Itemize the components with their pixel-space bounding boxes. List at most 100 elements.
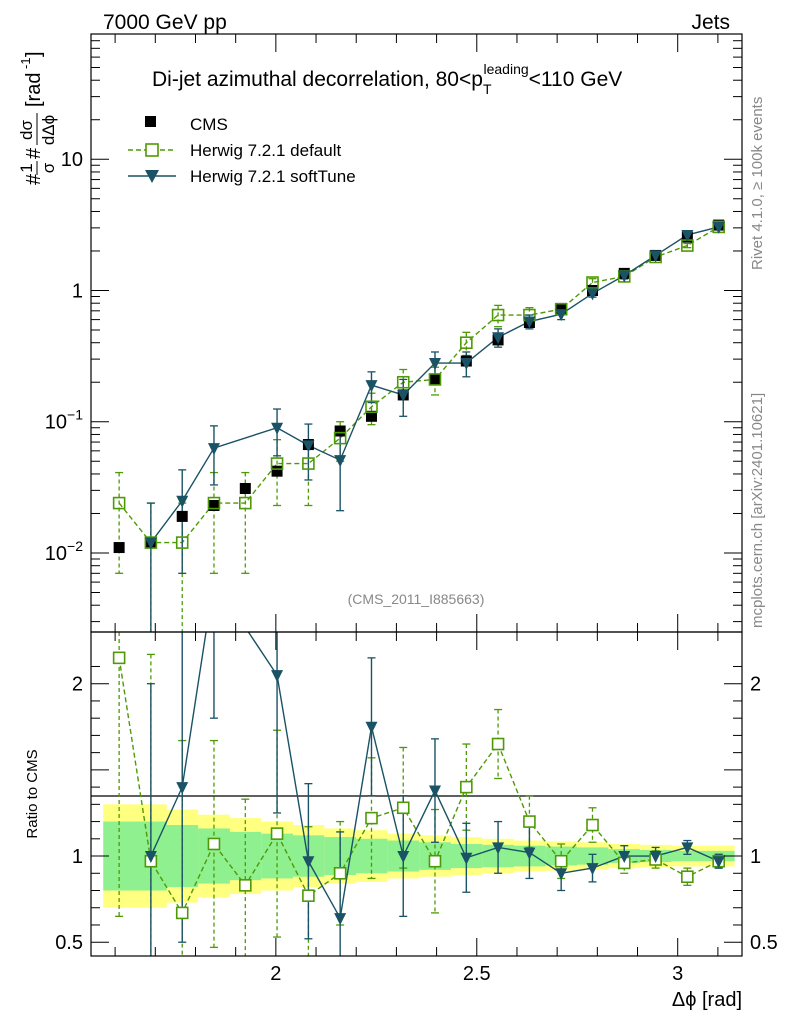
ratio-ticks: 2 2 1 1 0.5 0.5 2 2.5 3 <box>55 632 778 985</box>
cms-point <box>208 500 220 512</box>
cms-point <box>176 510 188 522</box>
default-point <box>175 536 189 549</box>
ratio-ytick-label: 0.5 <box>55 932 83 954</box>
default-ratio-point <box>428 854 442 868</box>
main-ytick-label: 10−2 <box>45 538 83 565</box>
svg-text:dΔϕ: dΔϕ <box>39 115 58 145</box>
softtune-point <box>207 443 220 456</box>
ratio-ytick-label-right: 2 <box>750 674 761 696</box>
softtune-point <box>334 455 347 468</box>
default-point <box>239 496 252 510</box>
main-ytick-label: 10−1 <box>45 407 83 434</box>
default-point <box>491 308 505 322</box>
legend: CMS Herwig 7.2.1 default Herwig 7.2.1 so… <box>128 115 356 186</box>
analysis-watermark: (CMS_2011_I885663) <box>348 591 485 607</box>
legend-default-label: Herwig 7.2.1 default <box>190 141 341 160</box>
default-point <box>270 457 284 470</box>
header-right: Jets <box>691 11 730 34</box>
softtune-ratio-point <box>523 847 536 860</box>
default-ratio-point <box>586 818 599 832</box>
cms-point <box>555 302 567 314</box>
main-ytick-label: 10 <box>61 149 83 171</box>
cms-point <box>113 542 125 554</box>
softtune-point <box>649 250 662 263</box>
svg-text:#: # <box>23 173 45 185</box>
main-frame <box>90 33 743 633</box>
default-point <box>428 373 442 386</box>
softtune-point <box>397 389 410 402</box>
default-ratio-point <box>554 854 568 868</box>
softtune-point <box>365 380 378 393</box>
cms-point <box>239 482 251 494</box>
ratio-ylabel: Ratio to CMS <box>24 749 41 838</box>
softtune-point <box>492 332 505 345</box>
legend-default-marker <box>145 143 159 157</box>
ratio-ytick-label-right: 0.5 <box>750 932 778 954</box>
softtune-ratio-point <box>649 851 662 864</box>
cms-point <box>365 410 377 422</box>
softtune-ratio-point <box>365 721 378 734</box>
softtune-point <box>271 422 284 435</box>
ratio-ytick-label: 2 <box>72 674 83 696</box>
softtune-ratio-point <box>712 856 725 869</box>
chart-title: Di-jet azimuthal decorrelation, 80<pTlea… <box>152 61 622 97</box>
default-point <box>302 457 315 470</box>
default-ratio-point <box>523 815 536 828</box>
softtune-ratio-line <box>150 632 719 921</box>
softtune-point <box>302 440 315 453</box>
softtune-point <box>586 288 599 301</box>
default-ratio-point <box>333 866 347 880</box>
ratio-ytick-label-right: 1 <box>750 846 761 868</box>
legend-cms-label: CMS <box>190 115 228 134</box>
default-point <box>207 496 221 510</box>
legend-softtune-label: Herwig 7.2.1 softTune <box>190 167 356 186</box>
default-ratio-point <box>365 811 378 825</box>
cms-point <box>334 425 346 437</box>
default-point <box>586 276 599 289</box>
softtune-point <box>618 270 631 283</box>
svg-text:#: # <box>23 147 45 159</box>
softtune-ratio-point <box>428 785 441 798</box>
softtune-point <box>144 537 157 550</box>
softtune-ratio-point <box>492 842 505 855</box>
main-ylabel: # 1 σ # dσ dΔϕ [rad -1 ] <box>17 51 58 185</box>
default-ratio-point <box>396 801 410 815</box>
softtune-ratio-point <box>397 851 410 864</box>
svg-text:[rad: [rad <box>23 73 45 107</box>
svg-text:dσ: dσ <box>17 120 36 140</box>
svg-text:σ: σ <box>39 162 58 173</box>
default-ratio-point <box>207 837 221 851</box>
default-point <box>396 375 410 389</box>
xtick-label: 3 <box>672 963 683 985</box>
svg-text:1: 1 <box>17 163 36 172</box>
cms-point <box>271 465 283 477</box>
softtune-ratio-point <box>334 913 347 926</box>
header-left: 7000 GeV pp <box>103 11 227 34</box>
cms-point <box>429 373 441 385</box>
default-ratio-point <box>460 780 473 794</box>
softtune-ratio-point <box>176 782 189 795</box>
softtune-point <box>460 358 473 371</box>
softtune-ratio-point <box>586 863 599 876</box>
mcplots-label: mcplots.cern.ch [arXiv:2401.10621] <box>749 393 766 628</box>
default-ratio-point <box>175 906 189 920</box>
rivet-label: Rivet 4.1.0, ≥ 100k events <box>749 97 766 270</box>
svg-text:-1: -1 <box>18 57 33 69</box>
main-ticks: 10 1 10−1 10−2 <box>45 33 742 632</box>
softtune-point <box>428 358 441 371</box>
softtune-point <box>523 316 536 329</box>
default-ratio-line <box>118 657 720 915</box>
default-point <box>112 496 126 510</box>
softtune-ratio-point <box>144 851 157 864</box>
ratio-band-inner <box>671 850 704 862</box>
default-point <box>365 400 378 414</box>
default-ratio-point <box>239 879 252 892</box>
softtune-ratio-point <box>555 868 568 881</box>
softtune-ratio-point <box>302 856 315 869</box>
softtune-ratio-point <box>271 670 284 683</box>
softtune-ratio-point <box>681 842 694 855</box>
default-ratio-point <box>491 737 505 751</box>
softtune-point <box>681 229 694 242</box>
default-ratio-point <box>681 870 694 884</box>
